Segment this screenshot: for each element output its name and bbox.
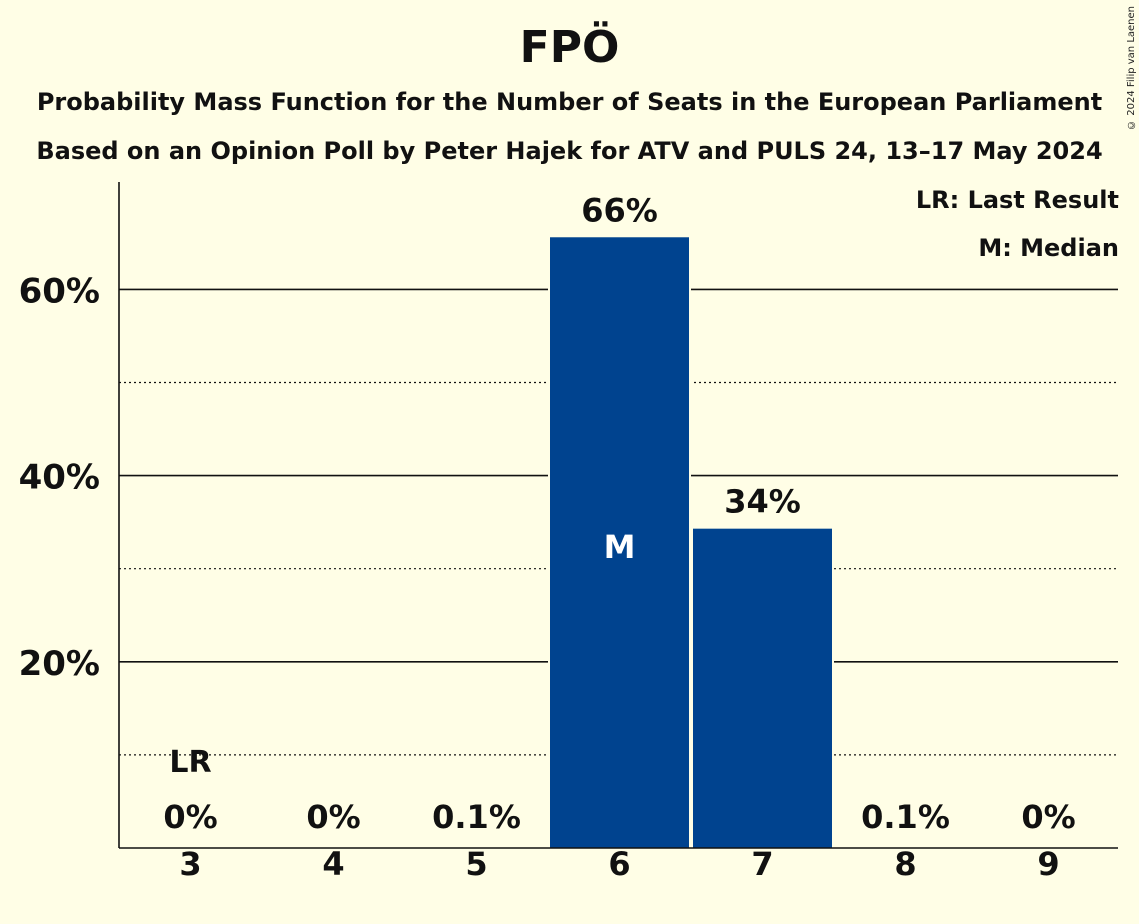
chart-subtitle-line-1: Probability Mass Function for the Number… [36,88,1103,116]
x-tick-label: 5 [465,845,487,883]
last-result-marker: LR [169,745,211,780]
legend-last-result: LR: Last Result [915,186,1119,214]
x-tick-label: 3 [179,845,201,883]
bar-seats-6 [550,237,689,848]
bar-seats-7 [693,528,832,848]
median-marker: M [604,528,636,566]
data-label: 0% [1021,798,1075,836]
chart-title: FPÖ [519,22,620,73]
y-tick-label: 60% [19,271,100,311]
data-label: 0.1% [861,798,950,836]
x-tick-label: 9 [1037,845,1059,883]
y-tick-label: 40% [19,458,100,498]
y-tick-label: 20% [19,644,100,684]
x-tick-label: 7 [751,845,773,883]
legend-median: M: Median [978,234,1119,262]
data-label: 66% [581,191,658,229]
x-tick-label: 4 [322,845,344,883]
data-label: 34% [724,483,801,521]
data-label: 0% [163,798,217,836]
data-label: 0.1% [432,798,521,836]
chart-subtitle-line-2: Based on an Opinion Poll by Peter Hajek … [36,137,1103,165]
data-label: 0% [306,798,360,836]
x-tick-label: 6 [608,845,630,883]
x-tick-label: 8 [894,845,916,883]
